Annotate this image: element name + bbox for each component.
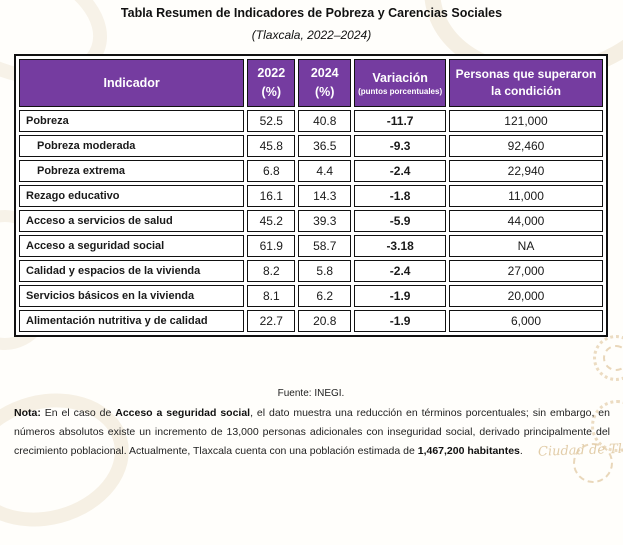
footnote-text: . xyxy=(519,445,523,457)
watermark-rosette-icon xyxy=(603,345,623,371)
cell-2024: 14.3 xyxy=(298,185,352,207)
page-subtitle: (Tlaxcala, 2022–2024) xyxy=(251,28,372,42)
table-row: Acceso a servicios de salud 45.2 39.3 -5… xyxy=(19,210,603,232)
table-row: Servicios básicos en la vivienda 8.1 6.2… xyxy=(19,285,603,307)
footnote-label: Nota: xyxy=(14,407,41,419)
cell-personas: 6,000 xyxy=(449,310,603,332)
col-header-personas: Personas que superaron la condición xyxy=(449,59,603,107)
col-header-2024-unit: (%) xyxy=(315,85,335,99)
cell-2024: 20.8 xyxy=(298,310,352,332)
col-header-variacion-title: Variación xyxy=(372,70,428,85)
indicators-table: Indicador 2022 (%) 2024 (%) Variación (p… xyxy=(14,54,608,337)
footnote: Nota: En el caso de Acceso a seguridad s… xyxy=(14,404,610,461)
cell-2024: 39.3 xyxy=(298,210,352,232)
cell-2022: 8.2 xyxy=(247,260,296,282)
col-header-indicador: Indicador xyxy=(19,59,245,107)
col-header-2024-year: 2024 xyxy=(310,66,339,81)
cell-personas: NA xyxy=(449,235,603,257)
cell-personas: 92,460 xyxy=(449,135,603,157)
cell-variacion: -9.3 xyxy=(354,135,446,157)
cell-indicador: Acceso a seguridad social xyxy=(19,235,245,257)
cell-personas: 20,000 xyxy=(449,285,603,307)
col-header-2022-year: 2022 xyxy=(257,66,286,81)
table-row: Calidad y espacios de la vivienda 8.2 5.… xyxy=(19,260,603,282)
cell-2022: 61.9 xyxy=(247,235,296,257)
footnote-text: En el caso de xyxy=(40,407,116,419)
cell-2024: 6.2 xyxy=(298,285,352,307)
cell-indicador: Acceso a servicios de salud xyxy=(19,210,245,232)
cell-2024: 4.4 xyxy=(298,160,352,182)
col-header-2022-unit: (%) xyxy=(261,85,281,99)
cell-2022: 16.1 xyxy=(247,185,296,207)
cell-2024: 40.8 xyxy=(298,110,352,132)
table-row: Pobreza 52.5 40.8 -11.7 121,000 xyxy=(19,110,603,132)
source-note: Fuente: INEGI. xyxy=(277,388,345,399)
cell-variacion: -1.9 xyxy=(354,285,446,307)
cell-personas: 11,000 xyxy=(449,185,603,207)
cell-personas: 121,000 xyxy=(449,110,603,132)
cell-2024: 5.8 xyxy=(298,260,352,282)
cell-indicador: Alimentación nutritiva y de calidad xyxy=(19,310,245,332)
col-header-2022: 2022 (%) xyxy=(247,59,296,107)
table-row: Pobreza extrema 6.8 4.4 -2.4 22,940 xyxy=(19,160,603,182)
cell-2022: 52.5 xyxy=(247,110,296,132)
cell-variacion: -2.4 xyxy=(354,260,446,282)
footnote-text: , el dato muestra una reducción en térmi… xyxy=(14,407,610,457)
page-title: Tabla Resumen de Indicadores de Pobreza … xyxy=(120,6,503,20)
table-row: Pobreza moderada 45.8 36.5 -9.3 92,460 xyxy=(19,135,603,157)
cell-variacion: -1.9 xyxy=(354,310,446,332)
cell-variacion: -3.18 xyxy=(354,235,446,257)
col-header-variacion: Variación (puntos porcentuales) xyxy=(354,59,446,107)
table-row: Acceso a seguridad social 61.9 58.7 -3.1… xyxy=(19,235,603,257)
watermark-rosette-icon xyxy=(593,335,623,381)
cell-variacion: -5.9 xyxy=(354,210,446,232)
cell-variacion: -1.8 xyxy=(354,185,446,207)
col-header-variacion-sub: (puntos porcentuales) xyxy=(358,87,443,97)
cell-indicador: Pobreza xyxy=(19,110,245,132)
cell-personas: 44,000 xyxy=(449,210,603,232)
cell-indicador: Pobreza extrema xyxy=(19,160,245,182)
table-row: Alimentación nutritiva y de calidad 22.7… xyxy=(19,310,603,332)
cell-2022: 45.8 xyxy=(247,135,296,157)
cell-2024: 58.7 xyxy=(298,235,352,257)
table-row: Rezago educativo 16.1 14.3 -1.8 11,000 xyxy=(19,185,603,207)
cell-indicador: Rezago educativo xyxy=(19,185,245,207)
cell-indicador: Calidad y espacios de la vivienda xyxy=(19,260,245,282)
cell-2022: 6.8 xyxy=(247,160,296,182)
table-header-row: Indicador 2022 (%) 2024 (%) Variación (p… xyxy=(19,59,603,107)
cell-variacion: -2.4 xyxy=(354,160,446,182)
col-header-2024: 2024 (%) xyxy=(298,59,352,107)
cell-indicador: Servicios básicos en la vivienda xyxy=(19,285,245,307)
cell-2022: 22.7 xyxy=(247,310,296,332)
footnote-bold-value: 1,467,200 habitantes xyxy=(417,445,520,457)
cell-2022: 8.1 xyxy=(247,285,296,307)
cell-personas: 27,000 xyxy=(449,260,603,282)
cell-personas: 22,940 xyxy=(449,160,603,182)
cell-variacion: -11.7 xyxy=(354,110,446,132)
cell-2022: 45.2 xyxy=(247,210,296,232)
cell-indicador: Pobreza moderada xyxy=(19,135,245,157)
cell-2024: 36.5 xyxy=(298,135,352,157)
footnote-bold-term: Acceso a seguridad social xyxy=(115,407,251,419)
